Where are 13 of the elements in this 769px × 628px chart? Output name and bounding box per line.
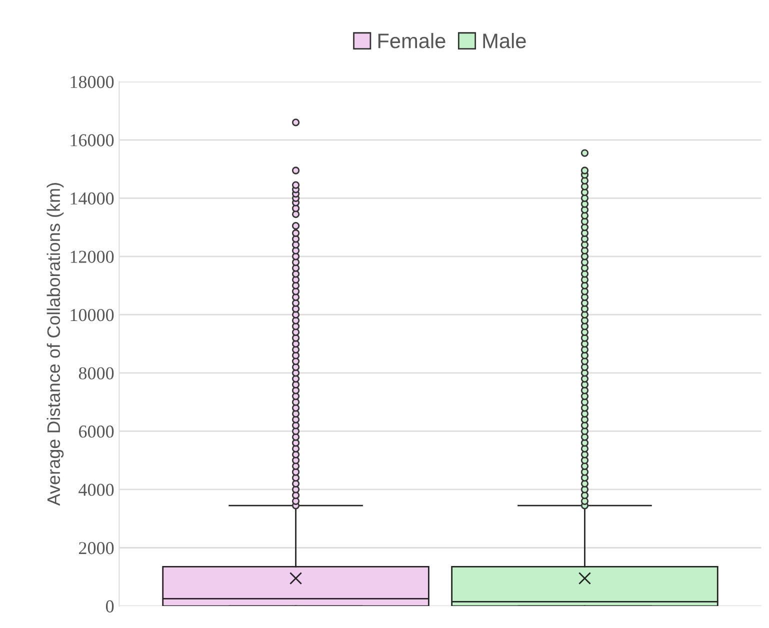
y-tick-label: 6000 — [79, 425, 114, 438]
y-tick-label: 12000 — [70, 250, 114, 263]
y-tick-label: 18000 — [70, 76, 114, 88]
y-tick-label: 16000 — [70, 134, 114, 146]
y-tick-label: 2000 — [79, 542, 114, 554]
legend-label: Female — [378, 32, 446, 48]
y-axis-title: Average Distance of Collaborations (km) — [46, 183, 64, 506]
y-tick-label: 0 — [106, 600, 114, 612]
legend-label: Male — [483, 32, 526, 48]
y-tick-label: 4000 — [78, 484, 114, 496]
y-tick-label: 14000 — [70, 192, 114, 205]
y-tick-label: 10000 — [70, 308, 114, 322]
y-tick-label: 8000 — [78, 367, 114, 380]
